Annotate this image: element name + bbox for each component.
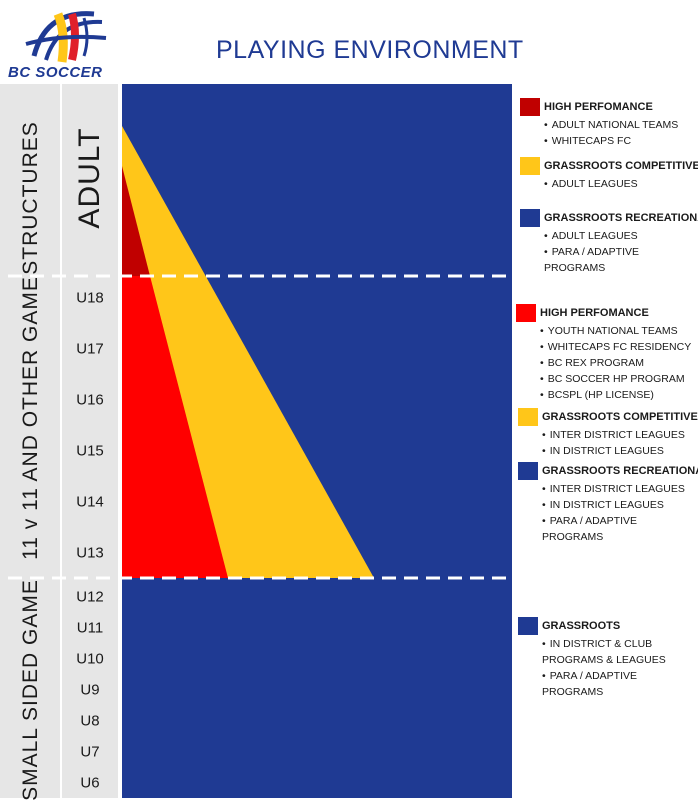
legend-item: • BCSPL (HP LICENSE) (540, 389, 654, 401)
legend-item: • WHITECAPS FC RESIDENCY (540, 341, 692, 353)
age-label: U9 (80, 681, 100, 699)
legend-item: • ADULT LEAGUES (544, 178, 638, 190)
legend-item-continuation: PROGRAMS & LEAGUES (542, 654, 666, 666)
age-label: U11 (76, 619, 104, 637)
page-title: PLAYING ENVIRONMENT (216, 36, 524, 64)
section-label-11v11: 11 v 11 AND OTHER GAME (19, 276, 42, 560)
swatch-blue (518, 617, 538, 635)
age-label: U17 (76, 340, 104, 358)
legend-item: • INTER DISTRICT LEAGUES (542, 483, 685, 495)
swatch-red (516, 304, 536, 322)
swatch-dark-red (520, 98, 540, 116)
legend-item-continuation: PROGRAMS (542, 531, 604, 543)
legend-item-continuation: PROGRAMS (542, 686, 604, 698)
legend-item: • IN DISTRICT & CLUB (542, 638, 653, 650)
legend-item: • BC SOCCER HP PROGRAM (540, 373, 685, 385)
swatch-yellow (520, 157, 540, 175)
legend-title: GRASSROOTS RECREATIONAL (544, 212, 698, 224)
legend-item: • PARA / ADAPTIVE (542, 670, 638, 682)
legend-title: GRASSROOTS (542, 620, 621, 632)
age-label: U18 (76, 289, 104, 307)
age-label: U10 (76, 650, 104, 668)
legend-youth-grassroots-recreational: GRASSROOTS RECREATIONAL • INTER DISTRICT … (518, 461, 698, 545)
age-label: U7 (80, 743, 100, 761)
legend-item: • INTER DISTRICT LEAGUES (542, 429, 685, 441)
legend-item: • YOUTH NATIONAL TEAMS (540, 325, 678, 337)
legend-adult-high-performance: HIGH PERFOMANCE • ADULT NATIONAL TEAMS • W… (520, 97, 698, 149)
age-label-column (62, 84, 118, 798)
legend-youth-high-performance: HIGH PERFOMANCE • YOUTH NATIONAL TEAMS • W… (516, 303, 696, 403)
section-label-small-sided: SMALL SIDED GAME (19, 579, 42, 801)
age-label: U13 (76, 544, 104, 562)
legend-item-continuation: PROGRAMS (544, 262, 606, 274)
legend-title: GRASSROOTS COMPETITIVE (542, 411, 698, 423)
legend-title: HIGH PERFOMANCE (544, 101, 653, 113)
legend-grassroots: GRASSROOTS • IN DISTRICT & CLUB PROGRAMS … (518, 616, 698, 700)
legend-item: • IN DISTRICT LEAGUES (542, 499, 664, 511)
legend-item: • BC REX PROGRAM (540, 357, 644, 369)
legend-item: • PARA / ADAPTIVE (544, 246, 640, 258)
legend-title: GRASSROOTS COMPETITIVE (544, 160, 698, 172)
bc-soccer-logo-icon (25, 11, 107, 63)
legend-item: • PARA / ADAPTIVE (542, 515, 638, 527)
section-label-column (0, 84, 60, 798)
age-label: U16 (76, 391, 104, 409)
legend-adult-grassroots-competitive: GRASSROOTS COMPETITIVE • ADULT LEAGUES (520, 156, 698, 192)
legend-item: • IN DISTRICT LEAGUES (542, 445, 664, 457)
swatch-blue (518, 462, 538, 480)
swatch-yellow (518, 408, 538, 426)
legend-item: • WHITECAPS FC (544, 135, 632, 147)
age-label: U14 (76, 493, 104, 511)
legend-title: GRASSROOTS RECREATIONAL (542, 465, 698, 477)
legend-youth-grassroots-competitive: GRASSROOTS COMPETITIVE • INTER DISTRICT L… (518, 407, 698, 459)
high-performance-youth-area (122, 276, 228, 578)
legend-title: HIGH PERFOMANCE (540, 307, 649, 319)
legend-adult-grassroots-recreational: GRASSROOTS RECREATIONAL • ADULT LEAGUES •… (520, 208, 698, 276)
age-label: U12 (76, 588, 104, 606)
legend-item: • ADULT LEAGUES (544, 230, 638, 242)
section-label-adult: ADULT (73, 127, 106, 229)
section-label-structures: STRUCTURES (19, 121, 42, 275)
legend-item: • ADULT NATIONAL TEAMS (544, 119, 679, 131)
age-label: U8 (80, 712, 100, 730)
age-label: U6 (80, 774, 100, 792)
logo-text: BC SOCCER (8, 64, 103, 81)
swatch-blue (520, 209, 540, 227)
high-performance-adult-area (122, 166, 150, 276)
age-label: U15 (76, 442, 104, 460)
